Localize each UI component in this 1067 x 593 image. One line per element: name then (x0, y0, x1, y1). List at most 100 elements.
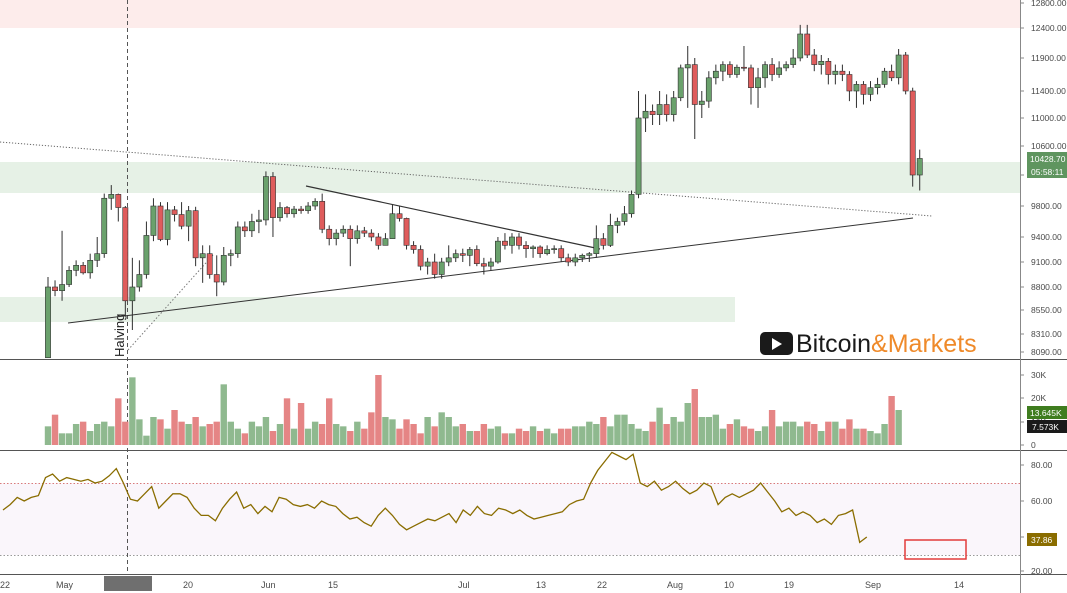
time-tick-label: Jun (261, 580, 276, 590)
candle (663, 94, 670, 122)
price-tick-label: 12800.00 (1031, 0, 1067, 8)
candle (649, 104, 656, 125)
volume-bar (572, 426, 579, 445)
price-tick-label: 8310.00 (1031, 329, 1062, 339)
volume-bar (600, 417, 607, 445)
volume-tag-2 (1027, 420, 1067, 433)
volume-bar (733, 419, 741, 445)
ascending-trendline (67, 217, 914, 324)
time-tick-label: 10 (724, 580, 734, 590)
candle-body (368, 232, 375, 238)
candle (719, 61, 726, 82)
candle (459, 248, 466, 262)
volume-bar (340, 426, 347, 445)
rsi-tick-label: 80.00 (1031, 460, 1053, 470)
candle-body (551, 248, 558, 250)
candle-body (382, 238, 389, 246)
volume-bar (269, 431, 277, 445)
candle (396, 206, 403, 222)
candle (354, 225, 361, 244)
candle (101, 193, 108, 258)
price-tick-label: 8550.00 (1031, 305, 1062, 315)
candle (565, 253, 572, 267)
candle (389, 204, 396, 239)
candle-body (586, 253, 593, 256)
candle-body (867, 87, 874, 95)
candle (227, 249, 234, 267)
candle (382, 233, 389, 246)
countdown-value: 05:58:11 (1031, 167, 1064, 177)
volume-bar (874, 433, 881, 445)
candle-body (431, 261, 438, 275)
volume-bar (417, 433, 424, 445)
candle-body (909, 90, 916, 176)
volume-bar (326, 398, 333, 445)
candle (403, 217, 410, 250)
volume-bar (248, 421, 256, 445)
candle-body (241, 226, 248, 232)
rsi-projection-box (904, 539, 967, 560)
candle-body (769, 64, 775, 75)
candle-body (171, 209, 178, 215)
candle (340, 225, 347, 237)
time-tick-label: 20 (183, 580, 193, 590)
candle-body (80, 265, 87, 274)
volume-bar (234, 428, 242, 445)
candle-body (466, 249, 473, 256)
candle-body (459, 253, 466, 256)
candle (895, 49, 902, 85)
candle (691, 58, 698, 139)
candle-body (846, 74, 853, 92)
current-price-tag (1027, 152, 1067, 165)
candle-body (888, 70, 895, 79)
volume-bar (895, 410, 902, 445)
candle (108, 185, 115, 210)
candle (544, 245, 551, 256)
volume-bar (304, 428, 312, 445)
volume-bar (677, 421, 684, 445)
candle (776, 61, 783, 78)
candle-body (649, 110, 656, 115)
volume-bar (445, 417, 452, 445)
candle-body (277, 207, 283, 218)
candle (523, 241, 529, 258)
volume-bar (206, 424, 213, 445)
candle (804, 24, 811, 58)
candle (628, 190, 635, 218)
rsi-tick-label: 20.00 (1031, 566, 1053, 576)
volume-bar (410, 424, 417, 445)
candle-body (298, 208, 304, 211)
candle (755, 67, 761, 108)
price-tick-label: 9800.00 (1031, 201, 1062, 211)
candle-body (579, 255, 586, 259)
candle-body (129, 286, 136, 302)
volume-bar (761, 426, 769, 445)
candle-body (73, 265, 80, 271)
volume-tag-2-value: 7.573K (1032, 422, 1059, 432)
rsi-line (2, 451, 868, 544)
candle (87, 253, 94, 279)
candle-body (45, 286, 51, 359)
brand-markets: Markets (888, 330, 977, 358)
candle-body (727, 64, 733, 75)
candle-body (677, 67, 684, 99)
candle-body (234, 226, 241, 254)
volume-bar (115, 398, 122, 445)
volume-bar (65, 433, 73, 445)
volume-bar (438, 412, 445, 445)
candle (558, 245, 565, 262)
candle (164, 202, 171, 246)
candle-body (832, 70, 839, 75)
volume-bar (311, 421, 319, 445)
volume-bar (593, 424, 600, 445)
volume-bar (150, 417, 157, 445)
halving-dotted-trend (127, 254, 214, 351)
candle (248, 213, 255, 237)
volume-bar (494, 426, 502, 445)
volume-bar (557, 428, 565, 445)
candle-body (480, 263, 487, 267)
rsi-tag (1027, 533, 1057, 546)
time-tick-label: May (56, 580, 74, 590)
